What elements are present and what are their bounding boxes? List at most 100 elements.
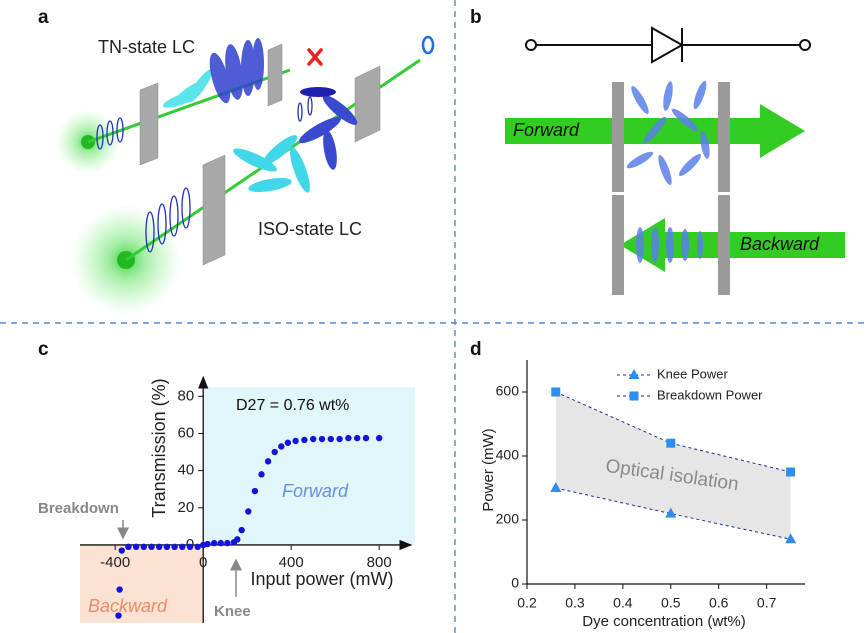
- y-tick-label: 80: [178, 387, 195, 404]
- y-tick-label: 200: [496, 511, 520, 527]
- data-point: [238, 526, 245, 534]
- data-point: [186, 543, 194, 551]
- data-point: [148, 543, 155, 551]
- diagram-b: Forward Backward: [505, 26, 845, 295]
- x-tick-label: 800: [367, 554, 392, 571]
- data-point: [310, 435, 317, 443]
- data-point: [115, 612, 122, 619]
- diagram-a: TN-state LC ISO-state LC: [56, 35, 435, 315]
- legend-text: Breakdown Power: [657, 387, 763, 402]
- blocked-icon: [307, 48, 323, 66]
- annotation: Knee: [214, 603, 251, 620]
- terminal: [799, 39, 811, 51]
- data-point: [264, 458, 272, 465]
- y-tick-label: 400: [496, 447, 520, 463]
- marker: [666, 438, 676, 448]
- data-point: [211, 539, 218, 547]
- data-point: [194, 543, 201, 551]
- data-point: [251, 487, 259, 495]
- polarizer-bars: [612, 82, 730, 295]
- chart-d: 0.2 0.3 0.4 0.5 0.6 0.7 0 200 400 600 Knee Power Br…: [480, 360, 805, 630]
- data-point: [336, 435, 343, 443]
- data-point: [171, 543, 178, 551]
- x-tick-label: 0.4: [613, 595, 633, 611]
- axis-title: Dye concentration (wt%): [582, 613, 745, 630]
- lc-molecules-tn: [162, 69, 213, 108]
- chart-c: -4000400800020406080Transmission (%)Inpu…: [38, 375, 415, 623]
- x-tick-label: 0: [199, 554, 207, 571]
- legend-text: Knee Power: [657, 366, 728, 381]
- lc-molecules-iso: [233, 87, 358, 193]
- legend-marker: [629, 391, 639, 401]
- data-point: [140, 543, 147, 551]
- data-point: [271, 448, 278, 456]
- annotation: D27 = 0.76 wt%: [236, 397, 349, 414]
- isolation-region: [555, 392, 791, 540]
- legend-marker: [628, 369, 640, 379]
- data-point: [163, 543, 171, 551]
- x-tick-label: 400: [279, 554, 304, 571]
- data-point: [327, 435, 334, 443]
- annotation: Backward: [88, 596, 168, 616]
- panel-letter: a: [38, 7, 49, 28]
- data-point: [132, 543, 140, 551]
- polarization-waves: [96, 96, 313, 253]
- diode-symbol: [651, 26, 685, 64]
- data-point: [118, 547, 126, 554]
- y-tick-label: 60: [178, 424, 195, 441]
- arrow-label: Backward: [740, 234, 820, 254]
- x-tick-label: 0.2: [517, 595, 537, 611]
- terminal: [525, 39, 537, 51]
- y-tick-label: 600: [496, 383, 520, 399]
- data-point: [217, 539, 224, 547]
- x-tick-label: -400: [100, 554, 130, 571]
- lc-molecules-tn: [209, 38, 264, 104]
- annotation: Breakdown: [38, 500, 119, 517]
- data-point: [245, 508, 252, 515]
- diagram-label: TN-state LC: [98, 37, 195, 57]
- x-tick-label: 0.6: [709, 595, 729, 611]
- data-point: [234, 536, 241, 543]
- polarizers: [139, 43, 381, 266]
- lc-molecules: [626, 80, 710, 263]
- data-point: [284, 439, 292, 446]
- data-point: [345, 434, 352, 442]
- marker: [786, 467, 796, 477]
- data-point: [179, 543, 186, 551]
- y-tick-label: 40: [178, 462, 195, 479]
- marker: [551, 387, 561, 397]
- diagram-label: ISO-state LC: [258, 219, 362, 239]
- data-point: [224, 539, 231, 547]
- arrow-label: Forward: [513, 120, 580, 140]
- panel-letter: d: [470, 339, 482, 360]
- annotation: Forward: [282, 481, 349, 501]
- data-point: [301, 436, 308, 444]
- y-tick-label: 0: [511, 575, 519, 591]
- panel-letter: c: [38, 339, 49, 360]
- data-point: [204, 540, 211, 548]
- data-point: [376, 434, 383, 442]
- pass-icon: [421, 35, 435, 55]
- x-tick-label: 0.7: [757, 595, 777, 611]
- data-point: [125, 543, 132, 551]
- data-point: [362, 434, 370, 442]
- marker: [665, 507, 677, 518]
- series-line: [555, 487, 791, 540]
- backward-region: [80, 544, 204, 623]
- panel-letter: b: [470, 7, 482, 28]
- marker: [550, 482, 562, 492]
- y-tick-label: 20: [178, 499, 195, 516]
- data-point: [318, 435, 326, 443]
- data-point: [292, 437, 299, 445]
- x-tick-label: 0.5: [661, 595, 681, 611]
- axis-title: Input power (mW): [250, 569, 393, 589]
- axis-title: Power (mW): [480, 428, 497, 511]
- data-point: [354, 434, 361, 442]
- marker: [785, 533, 797, 544]
- data-point: [116, 586, 123, 593]
- axis-title: Transmission (%): [149, 378, 169, 517]
- data-point: [258, 471, 265, 478]
